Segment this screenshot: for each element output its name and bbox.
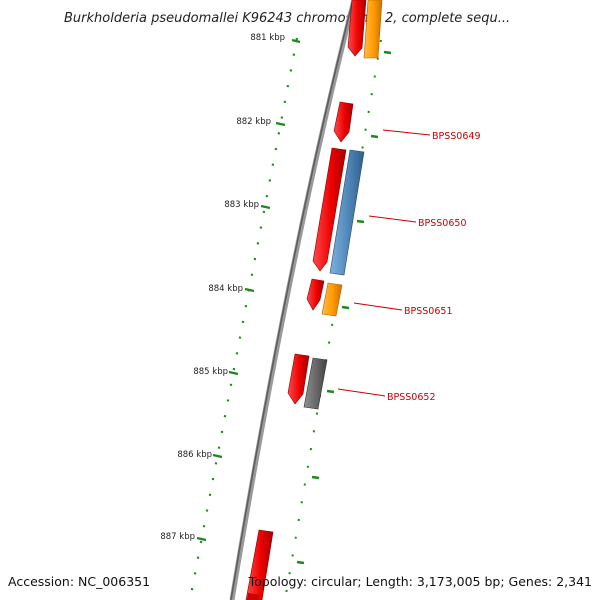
ruler-tick: [291, 38, 301, 44]
gene-arrow-red[interactable]: [245, 529, 274, 600]
ruler-label: 885 kbp: [193, 367, 228, 377]
gene-label[interactable]: BPSS0652: [387, 392, 435, 403]
accession-label: Accession: NC_006351: [8, 574, 150, 589]
gene-arrow-orange[interactable]: [321, 282, 343, 317]
outer-track: [284, 39, 382, 600]
ruler-tick: [260, 204, 271, 210]
label-leaders: [337, 129, 431, 397]
gene-label[interactable]: BPSS0649: [432, 131, 480, 142]
gene-arrow-red[interactable]: [247, 593, 260, 600]
gene-arrow-blue[interactable]: [329, 149, 365, 276]
gene-features: [245, 0, 383, 600]
chromosome-backbone: [229, 0, 357, 600]
ruler-label: 884 kbp: [208, 284, 243, 294]
ruler-tick: [228, 370, 239, 376]
gene-arrow-gray[interactable]: [303, 357, 328, 410]
ruler-tick: [212, 453, 223, 459]
ruler-labels: 881 kbp 882 kbp 883 kbp 884 kbp 885 kbp …: [160, 33, 285, 542]
ruler-major-ticks: [196, 38, 301, 542]
outer-track-ticks: [296, 50, 392, 565]
gene-label[interactable]: BPSS0651: [404, 306, 452, 317]
ruler-label: 882 kbp: [236, 117, 271, 127]
gene-arrow-red[interactable]: [312, 147, 347, 272]
ruler-tick: [196, 536, 207, 542]
gene-arrow-red[interactable]: [333, 101, 354, 143]
ruler-label: 883 kbp: [224, 200, 259, 210]
gene-arrow-red[interactable]: [287, 353, 310, 405]
sequence-summary: Topology: circular; Length: 3,173,005 bp…: [248, 574, 592, 589]
gene-arrow-orange[interactable]: [363, 0, 383, 59]
ruler-label: 881 kbp: [250, 33, 285, 43]
ruler-tick: [244, 287, 255, 293]
gene-label[interactable]: BPSS0650: [418, 218, 466, 229]
gene-labels: BPSS0649 BPSS0650 BPSS0651 BPSS0652: [387, 131, 480, 403]
ruler-tick: [275, 121, 286, 127]
ruler-label: 886 kbp: [177, 450, 212, 460]
gene-arrow-red[interactable]: [347, 0, 367, 57]
map-title: Burkholderia pseudomallei K96243 chromos…: [64, 11, 510, 26]
gene-arrow-red[interactable]: [306, 278, 325, 311]
ruler-label: 887 kbp: [160, 532, 195, 542]
